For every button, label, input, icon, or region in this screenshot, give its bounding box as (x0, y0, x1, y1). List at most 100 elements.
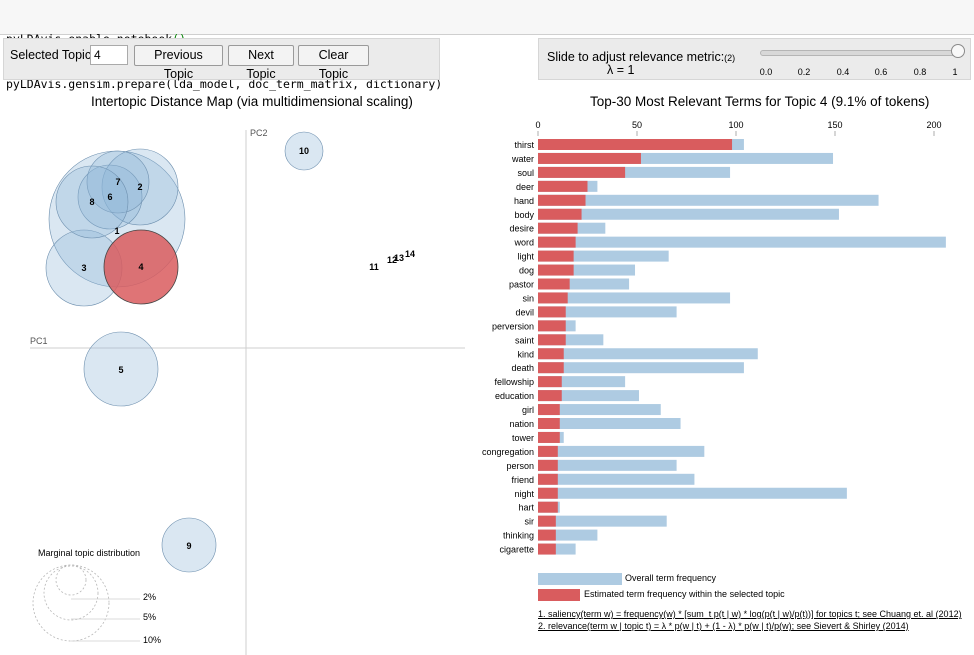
next-topic-button[interactable]: Next Topic (228, 45, 294, 81)
bar-topic-deer[interactable] (538, 180, 588, 192)
term-label-desire[interactable]: desire (509, 224, 534, 234)
bar-topic-saint[interactable] (538, 334, 566, 346)
term-label-thirst[interactable]: thirst (514, 140, 534, 150)
bar-topic-thinking[interactable] (538, 529, 556, 541)
bar-topic-light[interactable] (538, 250, 574, 262)
bar-topic-thirst[interactable] (538, 139, 733, 150)
term-label-kind[interactable]: kind (517, 349, 534, 359)
bar-topic-soul[interactable] (538, 166, 626, 178)
topic-bubble-8[interactable] (55, 165, 129, 239)
bar-overall-word[interactable] (538, 236, 946, 248)
bar-topic-perversion[interactable] (538, 320, 566, 332)
saliency-note-link[interactable]: 1. saliency(term w) = frequency(w) * [su… (538, 609, 962, 619)
term-label-body[interactable]: body (514, 210, 534, 220)
bar-overall-night[interactable] (538, 487, 847, 499)
bar-overall-kind[interactable] (538, 348, 758, 360)
previous-topic-button[interactable]: Previous Topic (134, 45, 223, 81)
bar-overall-sir[interactable] (538, 515, 667, 527)
term-label-sin[interactable]: sin (522, 293, 534, 303)
term-label-fellowship[interactable]: fellowship (494, 377, 534, 387)
term-label-light[interactable]: light (517, 252, 534, 262)
bar-topic-fellowship[interactable] (538, 376, 562, 388)
topic-bubble-2[interactable] (101, 148, 179, 226)
topic-bubble-4-selected[interactable] (103, 229, 179, 305)
term-label-water[interactable]: water (511, 154, 534, 164)
term-label-devil[interactable]: devil (515, 307, 534, 317)
term-label-deer[interactable]: deer (516, 182, 534, 192)
bar-overall-education[interactable] (538, 390, 639, 402)
relevance-slider-thumb[interactable] (951, 44, 965, 58)
term-label-perversion[interactable]: perversion (492, 321, 534, 331)
bar-topic-pastor[interactable] (538, 278, 570, 290)
term-label-education[interactable]: education (495, 391, 534, 401)
bar-overall-pastor[interactable] (538, 278, 630, 290)
term-label-word[interactable]: word (513, 238, 534, 248)
bar-overall-nation[interactable] (538, 418, 681, 429)
bar-topic-congregation[interactable] (538, 445, 558, 457)
bar-overall-water[interactable] (538, 152, 834, 164)
term-label-dog[interactable]: dog (519, 266, 534, 276)
bar-overall-saint[interactable] (538, 334, 604, 346)
bar-overall-dog[interactable] (538, 264, 636, 276)
term-label-thinking[interactable]: thinking (503, 531, 534, 541)
bar-topic-person[interactable] (538, 459, 558, 471)
term-label-person[interactable]: person (506, 461, 534, 471)
term-label-girl[interactable]: girl (522, 405, 534, 415)
bar-overall-person[interactable] (538, 459, 677, 471)
bar-topic-desire[interactable] (538, 222, 578, 234)
term-label-nation[interactable]: nation (509, 419, 534, 429)
bar-overall-body[interactable] (538, 208, 839, 220)
bar-overall-hand[interactable] (538, 194, 879, 206)
relevance-slider-track[interactable] (760, 50, 960, 56)
bar-topic-word[interactable] (538, 236, 576, 248)
term-label-friend[interactable]: friend (511, 475, 534, 485)
term-label-congregation[interactable]: congregation (482, 447, 534, 457)
bar-topic-water[interactable] (538, 152, 641, 164)
bar-topic-education[interactable] (538, 390, 562, 402)
bar-overall-death[interactable] (538, 362, 744, 374)
bar-topic-nation[interactable] (538, 418, 560, 429)
topic-bubble-9[interactable] (161, 517, 217, 573)
term-label-soul[interactable]: soul (517, 168, 534, 178)
topic-bubble-5[interactable] (83, 331, 159, 407)
bar-topic-hand[interactable] (538, 194, 586, 206)
term-label-night[interactable]: night (514, 489, 534, 499)
bar-topic-girl[interactable] (538, 404, 560, 416)
bar-overall-thinking[interactable] (538, 529, 598, 541)
bar-topic-kind[interactable] (538, 348, 564, 360)
bar-topic-sir[interactable] (538, 515, 556, 527)
term-label-saint[interactable]: saint (515, 335, 535, 345)
relevance-note-link[interactable]: 2. relevance(term w | topic t) = λ * p(w… (538, 621, 909, 631)
selected-topic-input[interactable] (90, 45, 128, 65)
clear-topic-button[interactable]: Clear Topic (298, 45, 369, 81)
bar-topic-night[interactable] (538, 487, 558, 499)
bar-overall-girl[interactable] (538, 404, 661, 416)
term-label-hand[interactable]: hand (514, 196, 534, 206)
bar-topic-death[interactable] (538, 362, 564, 374)
bar-topic-hart[interactable] (538, 501, 558, 513)
bar-topic-devil[interactable] (538, 306, 566, 318)
bar-overall-light[interactable] (538, 250, 669, 262)
topic-bubble-6[interactable] (77, 164, 143, 230)
term-label-pastor[interactable]: pastor (509, 280, 534, 290)
code-cell[interactable]: pyLDAvis.enable_notebook() pyLDAvis.gens… (0, 0, 974, 91)
topic-bubble-10[interactable] (284, 131, 324, 171)
topic-bubble-7[interactable] (86, 150, 150, 214)
bar-topic-dog[interactable] (538, 264, 574, 276)
bar-overall-friend[interactable] (538, 473, 695, 485)
term-label-cigarette[interactable]: cigarette (499, 545, 534, 555)
bar-overall-devil[interactable] (538, 306, 677, 318)
bar-overall-cigarette[interactable] (538, 543, 576, 555)
bar-topic-cigarette[interactable] (538, 543, 556, 555)
term-label-sir[interactable]: sir (525, 517, 535, 527)
bar-topic-tower[interactable] (538, 431, 560, 443)
bar-overall-soul[interactable] (538, 166, 731, 178)
term-label-hart[interactable]: hart (518, 503, 534, 513)
term-label-death[interactable]: death (511, 363, 534, 373)
bar-overall-fellowship[interactable] (538, 376, 626, 388)
bar-topic-friend[interactable] (538, 473, 558, 485)
bar-overall-congregation[interactable] (538, 445, 705, 457)
term-label-tower[interactable]: tower (512, 433, 534, 443)
bar-topic-sin[interactable] (538, 292, 568, 304)
bar-topic-body[interactable] (538, 208, 582, 220)
